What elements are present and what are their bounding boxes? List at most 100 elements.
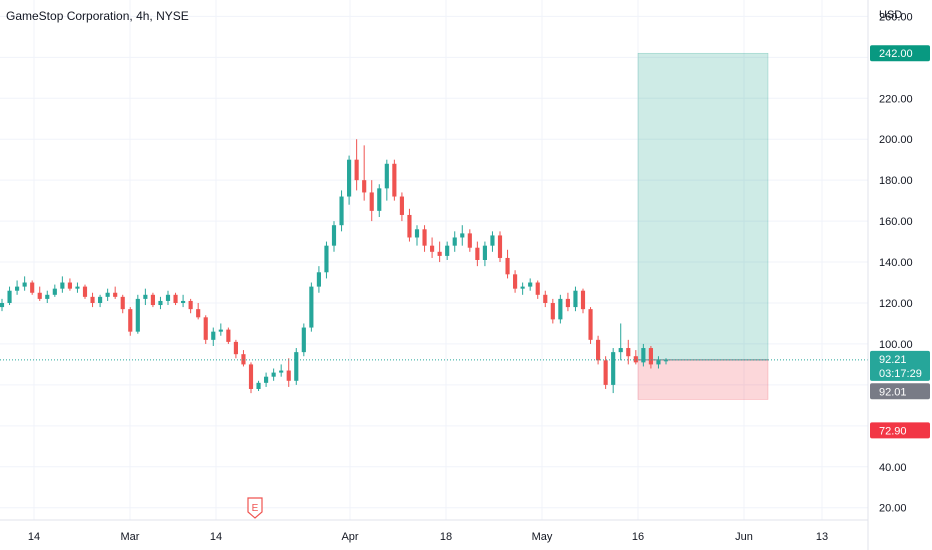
candle [535, 280, 540, 299]
stop-badge-text: 72.90 [879, 425, 907, 437]
prev-close-badge-bg [870, 383, 930, 400]
candle-body [128, 309, 133, 332]
candle [414, 225, 420, 246]
candle-body [354, 159, 359, 181]
y-tick-label: 180.00 [879, 175, 913, 187]
candle-body [135, 298, 140, 332]
candle [203, 315, 208, 344]
candle-body [203, 317, 208, 340]
candle-body [414, 229, 420, 238]
candle-body [347, 159, 352, 197]
last-price-badge-bg [870, 350, 930, 381]
y-tick-label: 40.00 [879, 462, 907, 474]
candle-body [324, 245, 329, 273]
candle [294, 348, 299, 385]
candle [369, 180, 374, 222]
y-tick-label: 100.00 [879, 339, 913, 351]
candle [422, 225, 427, 252]
candle [45, 290, 50, 303]
candle [279, 364, 284, 377]
x-tick-label: Apr [341, 531, 358, 543]
candle [196, 302, 201, 320]
candle [135, 294, 140, 334]
candle [309, 282, 314, 332]
candle [165, 290, 171, 306]
candle [347, 155, 352, 205]
profit-zone[interactable] [637, 52, 769, 361]
target-badge-bg [870, 45, 930, 62]
badges: 242.00 92.21 03:17:29 92.01 72.90 [870, 45, 930, 439]
candle [105, 288, 110, 301]
candle [611, 348, 616, 394]
candle-body [588, 309, 593, 340]
candle-body [407, 214, 412, 238]
candle [490, 231, 495, 252]
target-badge: 242.00 [870, 45, 930, 62]
candle [437, 241, 442, 263]
candle-body [475, 247, 480, 260]
candle-body [30, 282, 35, 293]
prev-close-badge-text: 92.01 [879, 386, 907, 398]
candle-body [120, 296, 125, 310]
candle-body [309, 286, 314, 328]
x-tick-label: 13 [816, 531, 828, 543]
candle [460, 225, 465, 246]
candle-body [45, 294, 50, 299]
candle [150, 292, 155, 308]
candle-body [196, 309, 201, 318]
candle-body [22, 282, 27, 287]
candle-body [482, 245, 487, 260]
candle [399, 192, 404, 222]
earnings-marker[interactable]: E [247, 497, 263, 519]
candle [30, 280, 35, 295]
candle [233, 339, 238, 359]
y-tick-label: 220.00 [879, 93, 913, 105]
candle-body [535, 282, 540, 295]
stop-zone[interactable] [637, 359, 769, 400]
candle [248, 362, 254, 394]
last-price-badge: 92.21 03:17:29 [870, 350, 930, 381]
candle-body [580, 290, 586, 310]
candle [354, 139, 359, 191]
prev-close-badge: 92.01 [870, 383, 930, 400]
candle [120, 294, 125, 314]
candle-body [60, 282, 65, 289]
y-tick-label: 140.00 [879, 257, 913, 269]
candle [362, 145, 367, 201]
candle-body [226, 329, 231, 342]
candle [663, 358, 669, 365]
candle [384, 159, 389, 201]
candle [331, 221, 337, 252]
candle-body [399, 196, 404, 215]
candle [181, 294, 186, 308]
candle [67, 278, 72, 291]
candle [52, 284, 57, 297]
candle-body [384, 163, 389, 189]
candle-body [271, 372, 276, 377]
y-tick-label: 160.00 [879, 216, 913, 228]
candle-body [82, 286, 88, 297]
candle-body [173, 294, 178, 303]
axes: 260.00 220.00 200.00 180.00 160.00 140.00 120.… [0, 0, 913, 550]
candle-body [233, 341, 238, 355]
candle [301, 323, 306, 357]
candle-body [611, 352, 616, 385]
candle [497, 231, 503, 263]
candle-body [181, 300, 186, 303]
candle-body [626, 348, 631, 357]
candle [603, 356, 608, 389]
chart-title: GameStop Corporation, 4h, NYSE [6, 9, 189, 23]
candle [445, 241, 450, 260]
candle-body [513, 274, 518, 289]
target-badge-text: 242.00 [879, 48, 913, 60]
candle [256, 380, 261, 392]
x-tick-label: 16 [632, 531, 644, 543]
candle-body [0, 302, 5, 308]
candle [392, 159, 397, 201]
candle [90, 292, 95, 308]
candle [648, 345, 653, 369]
candle-body [641, 348, 646, 363]
position-zones[interactable] [637, 52, 769, 400]
